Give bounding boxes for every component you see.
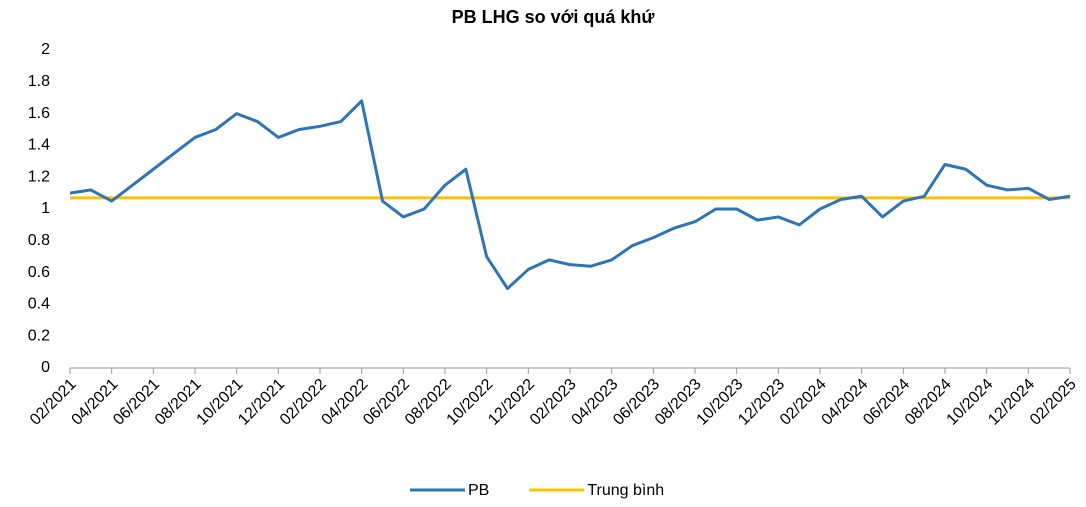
legend-label: PB xyxy=(468,482,489,499)
y-tick-label: 1.2 xyxy=(28,168,50,185)
y-tick-label: 1.8 xyxy=(28,73,50,90)
y-tick-label: 0.4 xyxy=(28,296,50,313)
y-tick-label: 1.4 xyxy=(28,137,50,154)
legend-label: Trung bình xyxy=(587,482,664,499)
y-tick-label: 0.2 xyxy=(28,327,50,344)
y-tick-label: 2 xyxy=(41,41,50,58)
chart-title: PB LHG so với quá khứ xyxy=(452,7,656,27)
y-tick-label: 1 xyxy=(41,200,50,217)
y-tick-label: 0.8 xyxy=(28,232,50,249)
line-series xyxy=(69,99,1071,290)
x-tick-label: 02/2025 xyxy=(1027,376,1080,429)
y-tick-label: 1.6 xyxy=(28,105,50,122)
y-tick-label: 0 xyxy=(41,359,50,376)
y-tick-label: 0.6 xyxy=(28,264,50,281)
